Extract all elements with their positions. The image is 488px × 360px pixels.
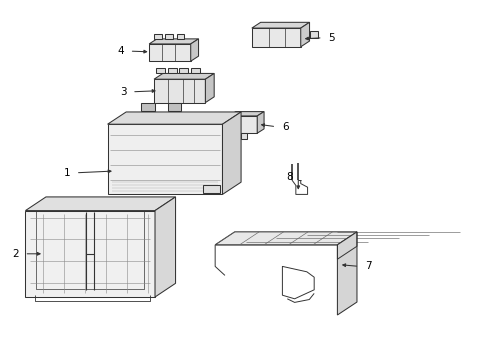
Bar: [156, 68, 165, 73]
Polygon shape: [25, 197, 175, 211]
Polygon shape: [222, 112, 241, 194]
Polygon shape: [155, 197, 175, 297]
Bar: [165, 34, 173, 39]
Polygon shape: [107, 112, 241, 124]
Bar: [141, 103, 154, 111]
Bar: [167, 68, 176, 73]
Polygon shape: [251, 22, 309, 28]
Bar: [190, 68, 199, 73]
Polygon shape: [190, 39, 198, 61]
Polygon shape: [300, 22, 309, 47]
Polygon shape: [154, 73, 214, 79]
Polygon shape: [228, 112, 264, 116]
Polygon shape: [149, 39, 198, 44]
Polygon shape: [251, 28, 300, 47]
Text: 5: 5: [327, 33, 334, 43]
Polygon shape: [205, 73, 214, 103]
Text: 3: 3: [120, 87, 126, 97]
Polygon shape: [215, 232, 356, 245]
Polygon shape: [149, 44, 190, 61]
Bar: [309, 31, 318, 38]
Polygon shape: [25, 211, 155, 297]
Bar: [154, 34, 162, 39]
Bar: [167, 103, 181, 111]
Text: 8: 8: [285, 172, 292, 182]
Polygon shape: [154, 79, 205, 103]
Bar: [179, 68, 188, 73]
Polygon shape: [107, 124, 222, 194]
Text: 1: 1: [63, 168, 70, 178]
Polygon shape: [257, 112, 264, 133]
Text: 7: 7: [364, 261, 371, 271]
Text: 4: 4: [117, 46, 124, 56]
Text: 6: 6: [281, 122, 288, 132]
Polygon shape: [337, 232, 356, 315]
Bar: [203, 185, 220, 193]
Text: 2: 2: [12, 249, 19, 259]
Bar: [176, 34, 184, 39]
Bar: [231, 133, 237, 139]
Polygon shape: [228, 116, 257, 133]
Bar: [241, 133, 246, 139]
